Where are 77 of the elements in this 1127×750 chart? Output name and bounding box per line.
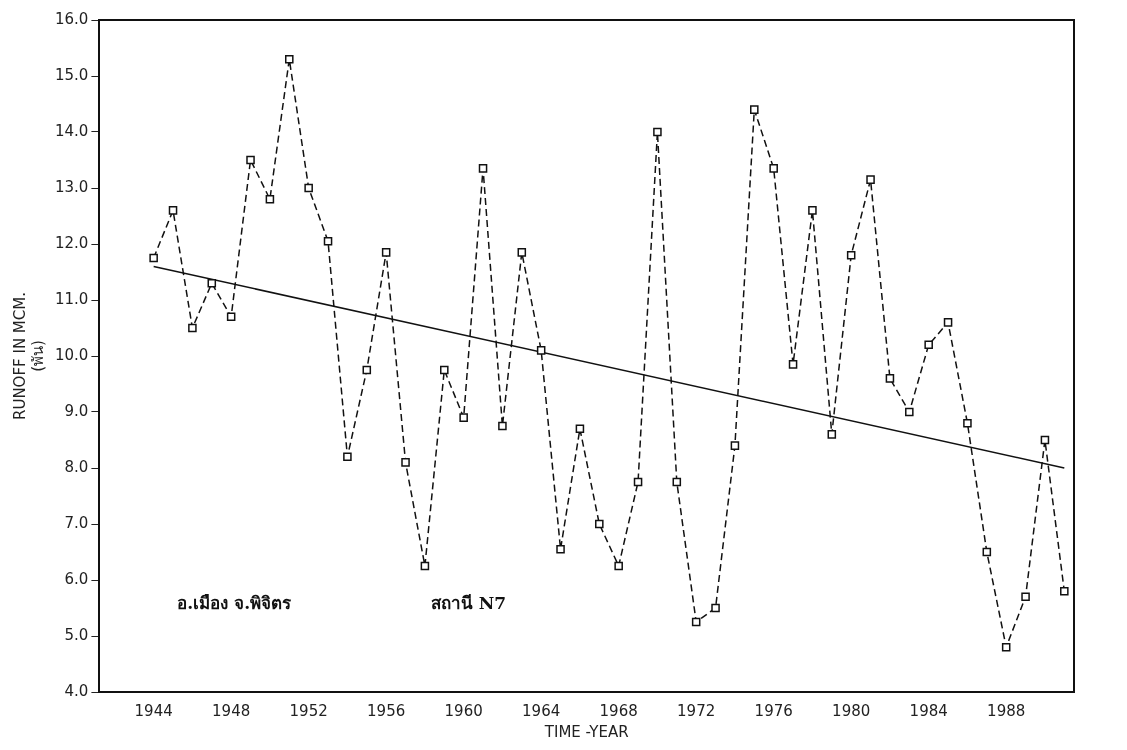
point (381, 248, 391, 257)
point (711, 603, 720, 613)
point (808, 206, 817, 215)
x-tick-label: 1944 (134, 701, 173, 720)
x-axis-title: TIME -YEAR (543, 722, 629, 741)
y-axis-title: RUNOFF IN MCM. (พัน) (10, 292, 47, 420)
point (246, 155, 255, 165)
point (362, 365, 372, 375)
point (827, 430, 837, 439)
point (866, 175, 875, 184)
x-tick-label: 1960 (444, 701, 483, 720)
point (846, 250, 856, 260)
point (595, 519, 604, 529)
y-tick-label: 8.0 (64, 457, 89, 476)
point (265, 194, 275, 204)
point (575, 424, 585, 434)
x-tick-label: 1976 (754, 701, 793, 720)
point (459, 413, 468, 422)
y-tick-label: 14.0 (54, 121, 89, 140)
point (478, 164, 488, 173)
annotation: สถานี N7 (430, 593, 507, 614)
y-tick-label: 4.0 (64, 681, 89, 700)
point (149, 253, 158, 263)
point (420, 561, 430, 571)
point (226, 312, 236, 322)
point (982, 547, 992, 557)
y-tick-label: 15.0 (54, 65, 89, 84)
x-tick-label: 1972 (677, 701, 716, 720)
point (536, 346, 546, 355)
point (691, 617, 701, 627)
y-tick-label: 13.0 (54, 177, 89, 196)
point (614, 561, 623, 571)
point (1060, 586, 1069, 596)
y-tick-label: 10.0 (54, 345, 89, 364)
point (343, 452, 352, 462)
x-tick-label: 1980 (832, 701, 871, 720)
point (730, 441, 740, 450)
point (517, 248, 527, 257)
point (750, 105, 759, 114)
point (943, 318, 953, 327)
point (769, 164, 778, 173)
point (1040, 435, 1050, 445)
point (498, 421, 507, 431)
point (788, 360, 798, 369)
x-tick-label: 1984 (909, 701, 948, 720)
point (905, 407, 914, 417)
point (188, 323, 197, 333)
y-tick-label: 9.0 (64, 401, 89, 420)
x-tick-label: 1968 (599, 701, 638, 720)
point (633, 477, 643, 487)
point (440, 365, 449, 375)
point (207, 278, 217, 288)
point (323, 236, 333, 246)
point (653, 127, 662, 137)
point (1001, 642, 1011, 652)
y-tick-label: 12.0 (54, 233, 89, 252)
x-tick-label: 1952 (289, 701, 328, 720)
annotation: อ.เมือง จ.พิจิตร (177, 593, 293, 614)
y-tick-label: 5.0 (64, 625, 89, 644)
point (304, 183, 313, 193)
x-tick-label: 1956 (367, 701, 406, 720)
x-tick-label: 1964 (522, 701, 561, 720)
y-tick-label: 11.0 (54, 289, 89, 308)
point (401, 458, 410, 467)
point (168, 206, 178, 215)
x-tick-label: 1948 (212, 701, 251, 720)
point (556, 544, 565, 554)
x-tick-label: 1988 (987, 701, 1026, 720)
point (963, 418, 972, 428)
point (924, 340, 933, 350)
y-tick-label: 6.0 (64, 569, 89, 588)
point (285, 54, 294, 64)
y-tick-label: 16.0 (54, 9, 89, 28)
point (672, 477, 682, 487)
y-tick-label: 7.0 (64, 513, 89, 532)
point (885, 374, 895, 383)
point (1021, 592, 1030, 602)
